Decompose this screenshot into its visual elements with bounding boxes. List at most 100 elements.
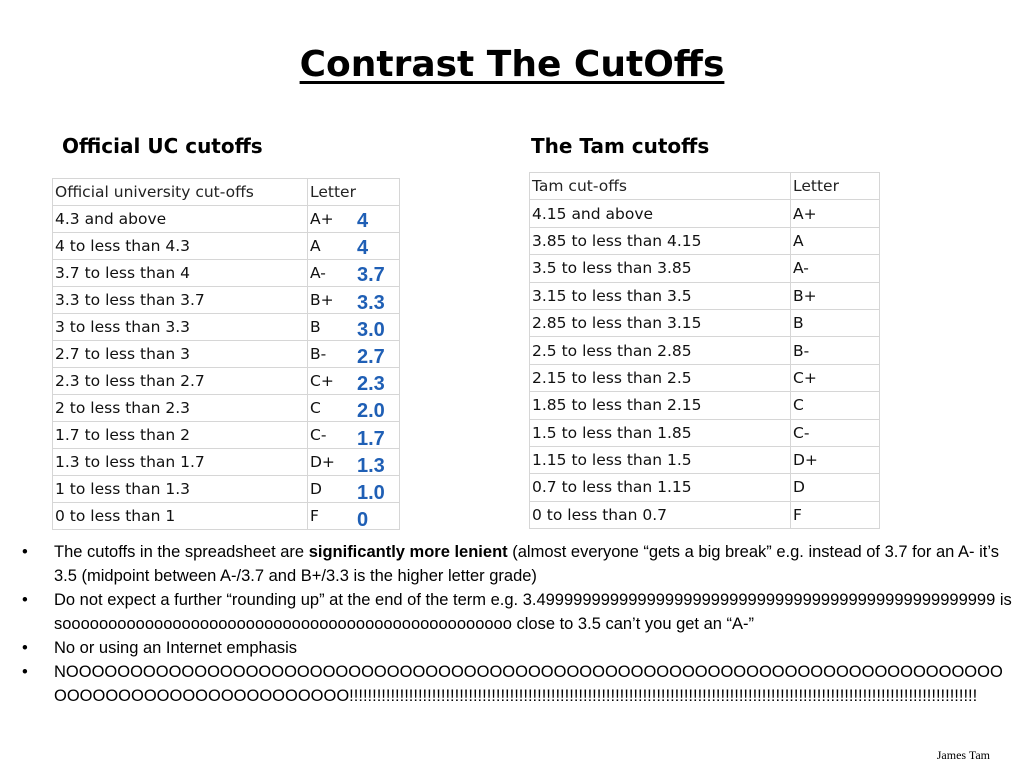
letter-cell: D <box>307 475 400 503</box>
table-row: 2.3 to less than 2.7 C+ <box>52 367 400 395</box>
letter-cell: C+ <box>307 367 400 395</box>
letter-cell: F <box>790 500 880 530</box>
table-row: 3.3 to less than 3.7 B+ <box>52 286 400 314</box>
letter-cell: B+ <box>307 286 400 314</box>
table-row: 4.15 and above A+ <box>529 199 880 228</box>
grade-point-value: 1.0 <box>357 481 385 504</box>
bullet-no-text: NOOOOOOOOOOOOOOOOOOOOOOOOOOOOOOOOOOOOOOO… <box>54 663 1003 705</box>
range-cell: 2.85 to less than 3.15 <box>529 308 791 338</box>
range-cell: 1 to less than 1.3 <box>52 475 308 503</box>
table-row: 3.7 to less than 4 A- <box>52 259 400 287</box>
grade-point-value: 3.0 <box>357 318 385 341</box>
grade-point-value: 1.3 <box>357 454 385 477</box>
uc-cutoffs-table: Official university cut-offs Letter 4.3 an… <box>52 178 400 530</box>
bullet-emphasis: • No or using an Internet emphasis <box>22 636 1014 660</box>
grade-point-value: 2.3 <box>357 373 385 396</box>
table-row: 2.85 to less than 3.15 B <box>529 308 880 338</box>
bullet-rounding-text: Do not expect a further “rounding up” at… <box>54 591 1012 633</box>
bullet-emphasis-text: No or using an Internet emphasis <box>54 639 298 657</box>
uc-cutoffs-heading: Official UC cutoffs <box>62 134 263 158</box>
grade-point-value: 2.0 <box>357 400 385 423</box>
table-row: 4 to less than 4.3 A <box>52 232 400 260</box>
grade-point-value: 3.3 <box>357 291 385 314</box>
bullet-marker: • <box>22 543 28 561</box>
bullet-marker: • <box>22 663 28 681</box>
letter-cell: C+ <box>790 363 880 393</box>
letter-cell: A <box>307 232 400 260</box>
bullet-marker: • <box>22 591 28 609</box>
letter-cell: A <box>790 226 880 256</box>
letter-cell: C <box>790 391 880 420</box>
letter-cell: A+ <box>307 205 400 233</box>
author-footer: James Tam <box>936 748 990 762</box>
tam-cutoffs-heading: The Tam cutoffs <box>531 134 710 158</box>
range-cell: 3.15 to less than 3.5 <box>529 281 791 310</box>
range-cell: 4 to less than 4.3 <box>52 232 308 260</box>
tam-cutoffs-table: Tam cut-offs Letter 4.15 and above A+ 3.85 t… <box>529 171 880 530</box>
bullet-rounding: • Do not expect a further “rounding up” … <box>22 588 1014 636</box>
table-row: 2.15 to less than 2.5 C+ <box>529 363 880 393</box>
grade-point-value: 4 <box>357 237 369 260</box>
letter-cell: C <box>307 394 400 422</box>
range-cell: 2 to less than 2.3 <box>52 394 308 422</box>
table-row: 1.3 to less than 1.7 D+ <box>52 448 400 476</box>
bullet-no: • NOOOOOOOOOOOOOOOOOOOOOOOOOOOOOOOOOOOOO… <box>22 660 1014 708</box>
range-cell: 1.7 to less than 2 <box>52 421 308 449</box>
table-row: 3.15 to less than 3.5 B+ <box>529 281 880 310</box>
table-row: 2.7 to less than 3 B- <box>52 340 400 368</box>
bullet-marker: • <box>22 639 28 657</box>
letter-cell: F <box>307 502 400 530</box>
table-row: 0.7 to less than 1.15 D <box>529 473 880 502</box>
letter-cell: A- <box>307 259 400 287</box>
bullet-lenient-emphasis: significantly more lenient <box>308 543 508 561</box>
bullet-lenient-text-end: (almost everyone “gets a big break” e.g.… <box>54 543 999 585</box>
range-cell: 0 to less than 0.7 <box>529 500 791 530</box>
range-cell: 3.85 to less than 4.15 <box>529 226 791 256</box>
table-row: 0 to less than 0.7 F <box>529 500 880 530</box>
letter-cell: C- <box>307 421 400 449</box>
range-cell: 1.15 to less than 1.5 <box>529 445 791 475</box>
range-cell: 3.7 to less than 4 <box>52 259 308 287</box>
range-cell: 0.7 to less than 1.15 <box>529 473 791 502</box>
grade-point-value: 2.7 <box>357 345 385 368</box>
letter-cell: Letter <box>790 171 880 201</box>
range-cell: 1.5 to less than 1.85 <box>529 418 791 447</box>
range-cell: 2.5 to less than 2.85 <box>529 336 791 365</box>
letter-cell: D+ <box>790 445 880 475</box>
range-cell: 4.3 and above <box>52 205 308 233</box>
range-cell: 2.3 to less than 2.7 <box>52 367 308 395</box>
range-cell: 2.15 to less than 2.5 <box>529 363 791 393</box>
range-cell: 3 to less than 3.3 <box>52 313 308 341</box>
range-cell: 3.5 to less than 3.85 <box>529 254 791 283</box>
bullet-lenient: • The cutoffs in the spreadsheet are sig… <box>22 540 1014 588</box>
table-header-row: Official university cut-offs Letter <box>52 178 400 206</box>
letter-cell: C- <box>790 418 880 447</box>
grade-point-value: 1.7 <box>357 427 385 450</box>
table-row: 4.3 and above A+ <box>52 205 400 233</box>
table-row: 1.5 to less than 1.85 C- <box>529 418 880 447</box>
letter-cell: D+ <box>307 448 400 476</box>
letter-cell: B- <box>790 336 880 365</box>
grade-point-value: 0 <box>357 509 369 532</box>
bullet-lenient-text-start: The cutoffs in the spreadsheet are <box>54 543 309 561</box>
table-row: 2 to less than 2.3 C <box>52 394 400 422</box>
range-cell: Tam cut-offs <box>529 171 791 201</box>
letter-cell: A- <box>790 254 880 283</box>
table-row: 1.7 to less than 2 C- <box>52 421 400 449</box>
table-row: 1.85 to less than 2.15 C <box>529 391 880 420</box>
letter-cell: B+ <box>790 281 880 310</box>
letter-cell: B <box>307 313 400 341</box>
grade-point-list: 4 4 3.7 3.3 3.0 2.7 2.3 2.0 1.7 1.3 1.0 0 <box>357 208 385 534</box>
range-cell: 1.3 to less than 1.7 <box>52 448 308 476</box>
letter-cell: D <box>790 473 880 502</box>
table-row: 1 to less than 1.3 D <box>52 475 400 503</box>
grade-point-value: 3.7 <box>357 264 385 287</box>
table-row: 3.5 to less than 3.85 A- <box>529 254 880 283</box>
letter-cell: Letter <box>307 178 400 206</box>
letter-cell: B- <box>307 340 400 368</box>
table-row: 2.5 to less than 2.85 B- <box>529 336 880 365</box>
grade-point-value: 4 <box>357 210 369 232</box>
bullet-list: • The cutoffs in the spreadsheet are sig… <box>22 540 1014 708</box>
letter-cell: A+ <box>790 199 880 228</box>
